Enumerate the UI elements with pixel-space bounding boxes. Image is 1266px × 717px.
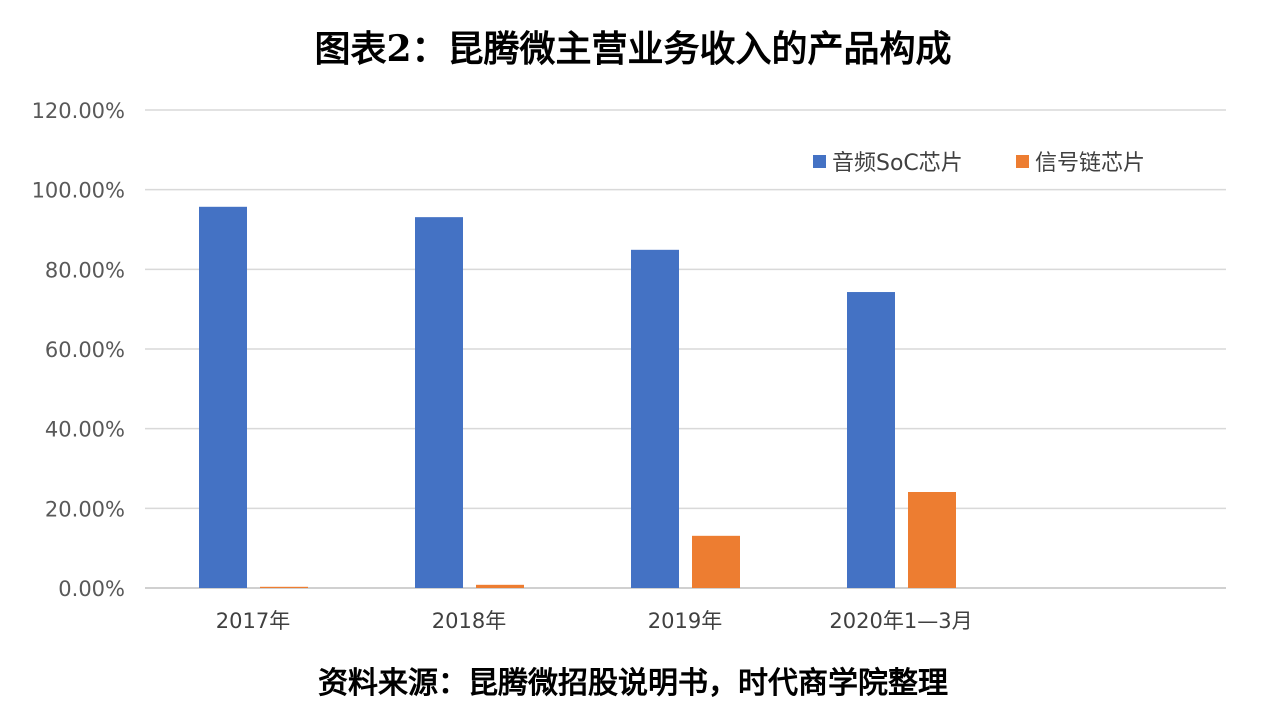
y-tick-label: 80.00% (45, 258, 125, 282)
x-tick-label: 2018年 (432, 609, 506, 633)
source-note: 资料来源：昆腾微招股说明书，时代商学院整理 (318, 666, 948, 701)
bar-signal-chain (260, 586, 308, 588)
bar-audio-soc (847, 292, 895, 588)
y-tick-label: 40.00% (45, 418, 125, 442)
y-tick-label: 120.00% (32, 99, 125, 123)
legend-swatch (1016, 155, 1029, 168)
y-tick-label: 0.00% (58, 577, 125, 601)
bar-signal-chain (908, 492, 956, 588)
legend-label: 音频SoC芯片 (832, 151, 963, 176)
bar-audio-soc (631, 249, 679, 588)
legend-swatch (813, 155, 826, 168)
y-tick-label: 100.00% (32, 179, 125, 203)
x-tick-label: 2020年1—3月 (829, 609, 972, 633)
bar-audio-soc (199, 206, 247, 589)
bar-signal-chain (692, 535, 740, 588)
x-tick-label: 2017年 (216, 609, 290, 633)
legend-label: 信号链芯片 (1035, 151, 1145, 176)
y-tick-label: 20.00% (45, 497, 125, 521)
bar-signal-chain (476, 584, 524, 588)
x-tick-label: 2019年 (648, 609, 722, 633)
bar-audio-soc (415, 217, 463, 588)
chart-title: 图表2：昆腾微主营业务收入的产品构成 (314, 28, 952, 70)
y-tick-label: 60.00% (45, 338, 125, 362)
